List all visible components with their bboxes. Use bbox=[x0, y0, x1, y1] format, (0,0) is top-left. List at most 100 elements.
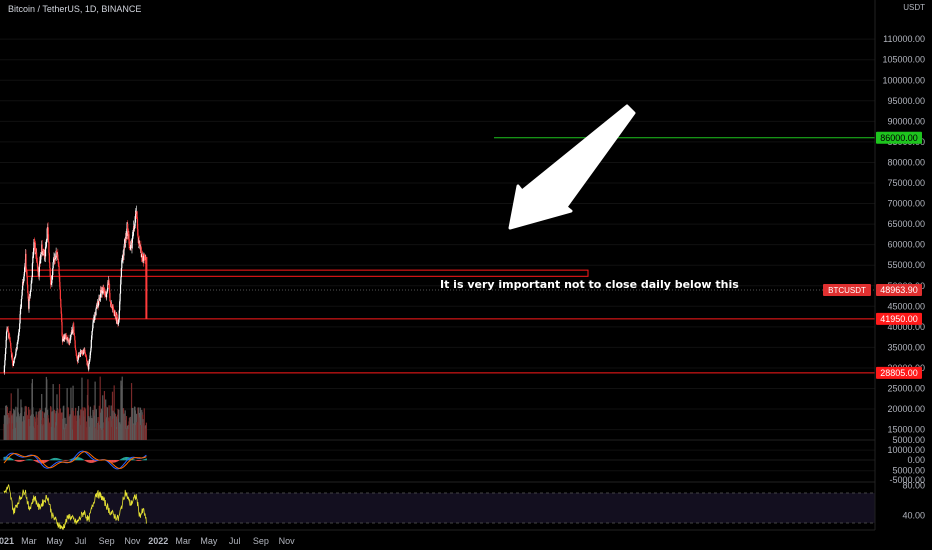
price-tick-label: 20000.00 bbox=[887, 404, 925, 414]
signal-line bbox=[3, 451, 147, 469]
candle-body bbox=[123, 249, 125, 256]
macd-tick-label: -5000.00 bbox=[889, 475, 925, 485]
macd-histogram-bar bbox=[145, 458, 147, 461]
macd-histogram-bar bbox=[91, 460, 93, 463]
macd-histogram-bar bbox=[132, 458, 134, 461]
macd-histogram-bar bbox=[40, 460, 42, 464]
price-tick-label: 60000.00 bbox=[887, 240, 925, 250]
chart-title: Bitcoin / TetherUS, 1D, BINANCE bbox=[8, 4, 142, 14]
candle bbox=[13, 358, 15, 364]
candle-body bbox=[21, 290, 23, 296]
volume-bar bbox=[102, 395, 104, 440]
macd-histogram-bar bbox=[30, 459, 32, 461]
candle-body bbox=[72, 325, 74, 332]
candle-body bbox=[22, 281, 24, 291]
price-tick-label: 95000.00 bbox=[887, 96, 925, 106]
macd-histogram-bar bbox=[23, 460, 25, 461]
macd-histogram-bar bbox=[46, 460, 48, 462]
candle-body bbox=[119, 284, 122, 294]
candle bbox=[63, 333, 66, 342]
candle-body bbox=[16, 341, 19, 344]
macd-histogram-bar bbox=[15, 460, 17, 462]
candle-body bbox=[23, 276, 25, 281]
candle-body bbox=[14, 355, 17, 357]
volume-bar bbox=[20, 399, 22, 440]
candle-body bbox=[47, 234, 50, 243]
candle bbox=[137, 224, 139, 238]
candle bbox=[5, 330, 8, 341]
macd-tick-label: 0.00 bbox=[907, 455, 925, 465]
candle bbox=[42, 251, 44, 256]
macd-histogram-bar bbox=[87, 460, 89, 463]
candle-body bbox=[111, 306, 113, 308]
candle-body bbox=[100, 290, 102, 298]
volume-bar bbox=[50, 407, 52, 440]
candle-body bbox=[48, 253, 50, 263]
candle bbox=[109, 289, 111, 302]
macd-histogram-bar bbox=[55, 457, 57, 461]
candle bbox=[92, 318, 94, 329]
candle bbox=[48, 241, 50, 256]
candle bbox=[73, 332, 75, 337]
macd-histogram-bar bbox=[92, 460, 94, 463]
candle-body bbox=[82, 350, 84, 355]
macd-histogram-bar bbox=[28, 459, 30, 461]
candle bbox=[51, 274, 53, 288]
candle-body bbox=[59, 289, 61, 300]
candle bbox=[77, 360, 79, 362]
price-tick-label: 75000.00 bbox=[887, 178, 925, 188]
candle-body bbox=[60, 307, 62, 314]
candle-body bbox=[17, 334, 20, 340]
candle bbox=[94, 312, 96, 323]
candle bbox=[125, 231, 127, 243]
candle-body bbox=[13, 357, 16, 359]
macd-histogram-bar bbox=[125, 456, 127, 461]
macd-histogram-bar bbox=[138, 460, 140, 461]
candle-body bbox=[88, 360, 90, 365]
macd-histogram-bar bbox=[78, 457, 80, 461]
macd-histogram-bar bbox=[58, 458, 60, 461]
candle-body bbox=[130, 244, 132, 248]
candle-body bbox=[88, 359, 91, 361]
price-tick-label: 90000.00 bbox=[887, 116, 925, 126]
volume-bar bbox=[115, 416, 117, 440]
macd-histogram-bar bbox=[73, 457, 75, 461]
macd-histogram-bar bbox=[22, 460, 24, 461]
candle bbox=[52, 265, 54, 280]
macd-histogram-bar bbox=[80, 458, 82, 461]
macd-histogram-bar bbox=[89, 460, 91, 463]
candle bbox=[48, 252, 50, 264]
price-tick-label: 15000.00 bbox=[887, 425, 925, 435]
candle-body bbox=[60, 299, 62, 308]
candle-body bbox=[141, 254, 144, 262]
candle-body bbox=[102, 287, 105, 292]
candle-body bbox=[92, 322, 94, 329]
time-tick-label: Nov bbox=[124, 536, 141, 546]
candle-body bbox=[141, 254, 143, 258]
candle-body bbox=[27, 284, 29, 293]
candle-body bbox=[42, 251, 44, 256]
macd-histogram-bar bbox=[93, 460, 95, 463]
candle-body bbox=[128, 243, 131, 246]
candle-body bbox=[57, 258, 59, 264]
macd-histogram-bar bbox=[129, 457, 131, 461]
candle-body bbox=[10, 348, 12, 353]
candle-body bbox=[26, 276, 28, 285]
volume-bar bbox=[103, 391, 106, 440]
time-tick-label: Mar bbox=[21, 536, 37, 546]
candle-body bbox=[51, 275, 53, 277]
candle-body bbox=[24, 266, 26, 273]
candle-body bbox=[132, 230, 134, 232]
macd-histogram-bar bbox=[137, 460, 139, 461]
candle bbox=[120, 276, 122, 285]
candle-body bbox=[136, 211, 138, 219]
macd-histogram-bar bbox=[112, 460, 114, 463]
candle-body bbox=[75, 350, 77, 353]
candle-body bbox=[133, 228, 136, 229]
candle bbox=[140, 246, 142, 263]
macd-histogram-bar bbox=[115, 460, 117, 463]
candle-body bbox=[90, 348, 92, 352]
candle bbox=[59, 286, 61, 301]
macd-histogram-bar bbox=[18, 460, 20, 462]
